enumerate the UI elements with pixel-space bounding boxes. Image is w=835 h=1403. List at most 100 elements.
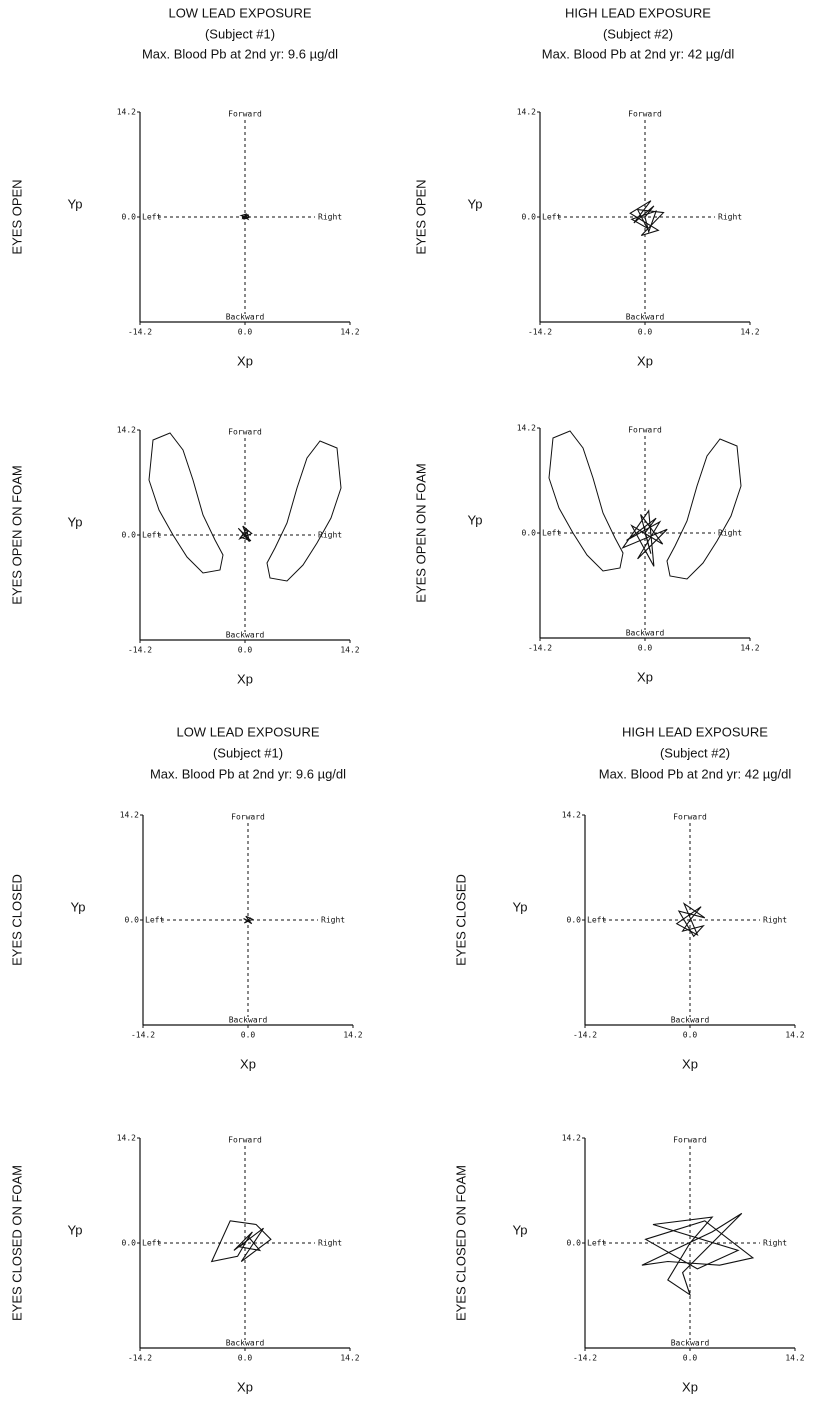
header-blood: Max. Blood Pb at 2nd yr: 9.6 µg/dl [142,46,338,61]
sway-trace [629,200,665,237]
direction-label: Right [763,916,787,925]
footprint [148,432,224,574]
direction-label: Backward [626,629,665,638]
direction-label: Backward [671,1339,710,1348]
x-axis-label: Xp [237,353,253,368]
y-tick-label: 14.2 [120,811,139,820]
footprint [548,430,624,572]
x-tick-label: 0.0 [683,1031,698,1040]
y-tick-label: 0.0 [122,1239,137,1248]
footprint [266,440,342,582]
y-axis-label: Yp [468,196,483,211]
y-axis-label: Yp [513,1222,528,1237]
row-label: EYES OPEN ON FOAM [413,463,428,602]
direction-label: Left [142,1239,161,1248]
row-label: EYES OPEN ON FOAM [9,465,24,604]
row-label: EYES CLOSED [9,874,24,966]
row-label: EYES CLOSED ON FOAM [9,1165,24,1321]
direction-label: Left [145,916,164,925]
sway-trace [621,509,668,567]
direction-label: Forward [228,428,262,437]
direction-label: Right [318,1239,342,1248]
direction-label: Backward [229,1016,268,1025]
x-tick-label: 0.0 [241,1031,256,1040]
x-tick-label: 14.2 [740,644,759,653]
x-tick-label: -14.2 [573,1354,597,1363]
direction-label: Forward [228,110,262,119]
header-blood: Max. Blood Pb at 2nd yr: 9.6 µg/dl [150,766,346,781]
direction-label: Forward [628,110,662,119]
direction-label: Backward [226,631,265,640]
direction-label: Forward [628,426,662,435]
row-label: EYES CLOSED ON FOAM [453,1165,468,1321]
x-axis-label: Xp [682,1379,698,1394]
x-axis-label: Xp [240,1056,256,1071]
y-tick-label: 0.0 [522,213,537,222]
panel: -14.2 0.0 14.2 0.0 14.2 Forward Backward Left Ri… [9,1134,359,1395]
direction-label: Left [142,213,161,222]
header-subject: (Subject #2) [603,26,673,41]
y-tick-label: 0.0 [522,529,537,538]
y-tick-label: 0.0 [122,213,137,222]
header-blood: Max. Blood Pb at 2nd yr: 42 µg/dl [599,766,792,781]
y-axis-label: Yp [468,512,483,527]
footprint [666,438,742,580]
x-tick-label: 0.0 [638,328,653,337]
row-label: EYES OPEN [9,179,24,254]
y-axis-label: Yp [513,899,528,914]
sway-trace [237,525,253,543]
direction-label: Backward [626,313,665,322]
x-tick-label: 14.2 [785,1031,804,1040]
direction-label: Backward [226,1339,265,1348]
y-axis-label: Yp [68,1222,83,1237]
direction-label: Right [763,1239,787,1248]
row-label: EYES CLOSED [453,874,468,966]
sway-trace [239,213,251,221]
direction-label: Left [587,1239,606,1248]
direction-label: Forward [673,1136,707,1145]
y-tick-label: 14.2 [117,1134,136,1143]
y-axis-label: Yp [68,514,83,529]
x-axis-label: Xp [237,1379,253,1394]
x-tick-label: -14.2 [573,1031,597,1040]
direction-label: Right [318,531,342,540]
x-tick-label: -14.2 [131,1031,155,1040]
header-title: HIGH LEAD EXPOSURE [622,724,768,739]
panel: -14.2 0.0 14.2 0.0 14.2 Forward Backward Left Ri… [9,811,362,1072]
direction-label: Forward [228,1136,262,1145]
y-tick-label: 0.0 [122,531,137,540]
y-tick-label: 14.2 [562,811,581,820]
x-tick-label: 14.2 [340,646,359,655]
direction-label: Left [542,529,561,538]
x-axis-label: Xp [637,669,653,684]
x-tick-label: 14.2 [340,328,359,337]
x-tick-label: 14.2 [785,1354,804,1363]
direction-label: Forward [231,813,265,822]
x-tick-label: -14.2 [128,1354,152,1363]
direction-label: Left [142,531,161,540]
y-tick-label: 0.0 [567,1239,582,1248]
x-tick-label: 14.2 [340,1354,359,1363]
panel: -14.2 0.0 14.2 0.0 14.2 Forward Backward Left Ri… [453,1134,804,1395]
sway-trace [641,1212,755,1297]
x-tick-label: 14.2 [343,1031,362,1040]
direction-label: Left [587,916,606,925]
y-tick-label: 14.2 [117,108,136,117]
panel: -14.2 0.0 14.2 0.0 14.2 Forward Backward Left Ri… [413,424,759,685]
y-tick-label: 14.2 [117,426,136,435]
x-tick-label: 0.0 [638,644,653,653]
panel: -14.2 0.0 14.2 0.0 14.2 Forward Backward Left Ri… [9,108,359,369]
x-tick-label: 0.0 [238,1354,253,1363]
direction-label: Right [718,529,742,538]
x-axis-label: Xp [637,353,653,368]
y-tick-label: 14.2 [517,424,536,433]
x-axis-label: Xp [682,1056,698,1071]
x-tick-label: -14.2 [128,646,152,655]
x-tick-label: -14.2 [128,328,152,337]
y-tick-label: 14.2 [517,108,536,117]
direction-label: Forward [673,813,707,822]
y-tick-label: 0.0 [567,916,582,925]
header-subject: (Subject #1) [213,745,283,760]
panel: -14.2 0.0 14.2 0.0 14.2 Forward Backward Left Ri… [9,426,359,687]
